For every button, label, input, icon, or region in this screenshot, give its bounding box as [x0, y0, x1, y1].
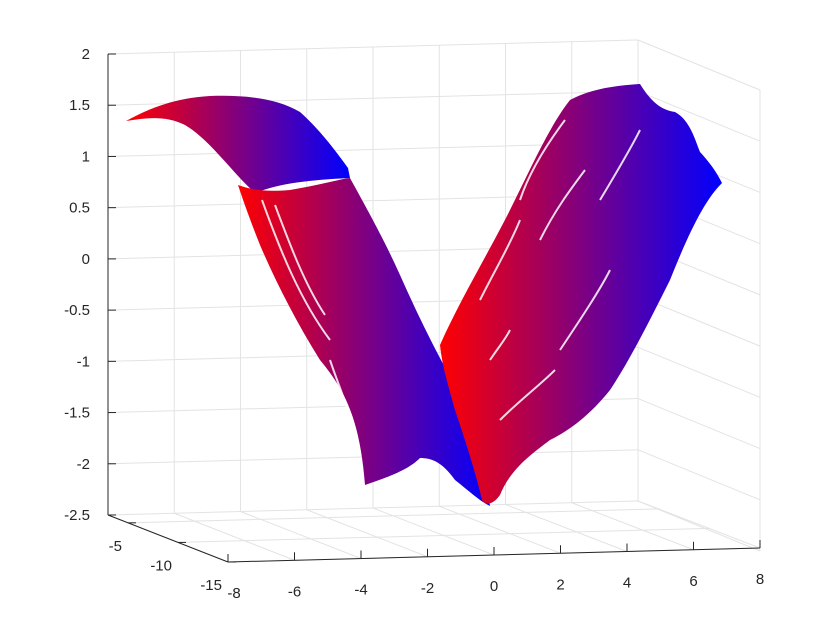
- surface-left-top: [126, 95, 350, 193]
- x-tick-label: 4: [623, 575, 631, 592]
- z-tick-label: -1.5: [64, 405, 90, 422]
- x-tick-label: -4: [354, 582, 367, 599]
- surface-streaks: [261, 119, 641, 441]
- y-tick-labels: -5 -10 -15: [109, 522, 236, 594]
- surface-plot: [126, 84, 722, 506]
- z-tick-label: 0: [82, 251, 90, 268]
- z-tick-label: 1: [82, 148, 90, 165]
- grid-line-z: [637, 449, 761, 501]
- z-tick-label: -2.5: [64, 507, 90, 524]
- z-tick-label: -0.5: [64, 302, 90, 319]
- x-tick-label: 2: [556, 576, 564, 593]
- surface-left-wing: [238, 178, 490, 506]
- x-tick-label: 0: [490, 578, 498, 595]
- z-tick-labels: 2 1.5 1 0.5 0 -0.5 -1 -1.5 -2 -2.5: [64, 46, 116, 524]
- z-tick-label: 2: [82, 46, 90, 63]
- x-tick-label: -2: [421, 580, 434, 597]
- x-tick-label: 8: [756, 571, 764, 588]
- x-tick-label: -6: [288, 583, 301, 600]
- x-tick-label: 6: [689, 573, 697, 590]
- x-tick-labels: -8 -6 -4 -2 0 2 4 6 8: [227, 540, 764, 602]
- grid-line-x: [637, 500, 761, 549]
- grid-line-z: [637, 295, 761, 347]
- z-tick-label: 0.5: [69, 200, 90, 217]
- y-tick-label: -5: [109, 538, 122, 555]
- surface-right-wing: [440, 84, 722, 504]
- z-tick-label: -2: [77, 456, 90, 473]
- grid-line-z: [637, 398, 761, 450]
- grid-line-z: [637, 346, 761, 398]
- grid-line-z: [637, 39, 761, 91]
- z-tick-label: -1: [77, 353, 90, 370]
- z-tick-label: 1.5: [69, 97, 90, 114]
- y-tick-label: -10: [150, 557, 172, 574]
- grid-line-y: [127, 508, 661, 524]
- y-tick-label: -15: [200, 577, 222, 594]
- grid-line-z: [637, 90, 761, 142]
- x-tick-label: -8: [227, 585, 240, 602]
- grid-line-y: [177, 527, 711, 543]
